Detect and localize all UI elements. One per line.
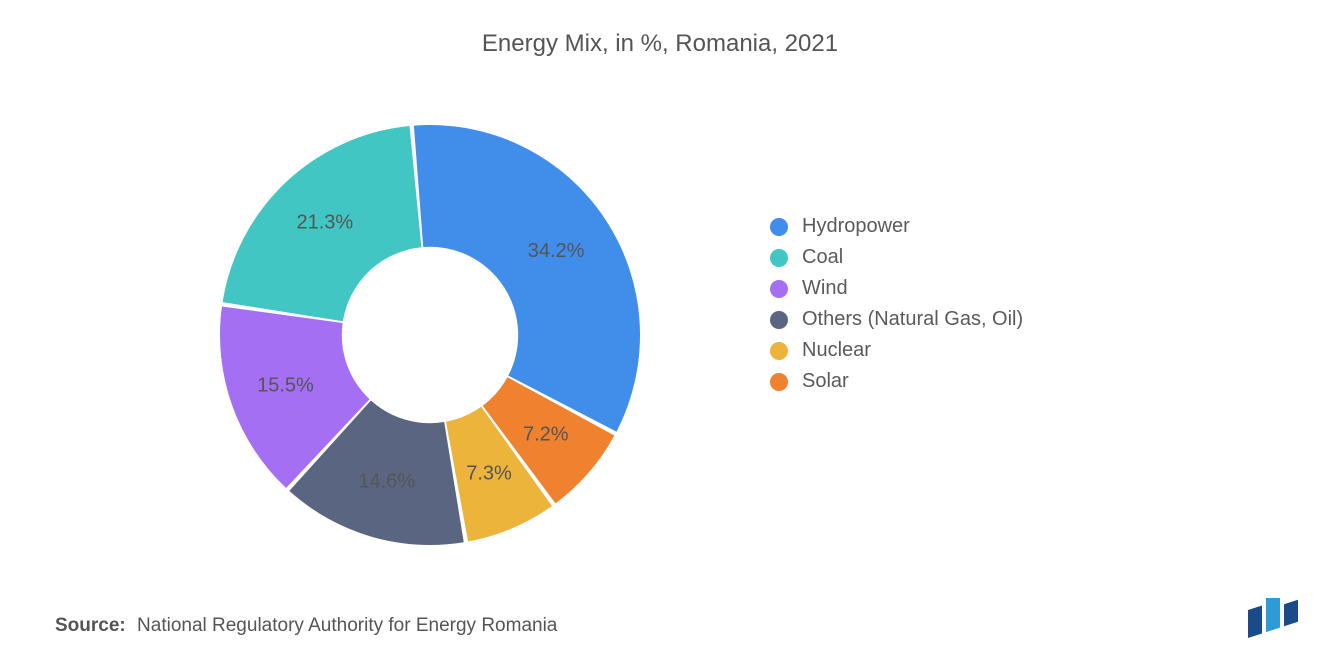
legend-item: Wind bbox=[770, 277, 1023, 300]
slice-label: 15.5% bbox=[257, 374, 314, 396]
legend-marker-icon bbox=[770, 311, 788, 329]
legend-label: Nuclear bbox=[802, 339, 871, 362]
legend-item: Others (Natural Gas, Oil) bbox=[770, 308, 1023, 331]
legend: Hydropower Coal Wind Others (Natural Gas, O… bbox=[770, 215, 1023, 401]
source-label: Source: bbox=[55, 615, 126, 636]
legend-marker-icon bbox=[770, 218, 788, 236]
legend-marker-icon bbox=[770, 342, 788, 360]
legend-label: Coal bbox=[802, 246, 843, 269]
slice-label: 21.3% bbox=[297, 212, 354, 234]
legend-label: Wind bbox=[802, 277, 848, 300]
slice-label: 14.6% bbox=[358, 470, 415, 492]
legend-marker-icon bbox=[770, 373, 788, 391]
legend-marker-icon bbox=[770, 249, 788, 267]
slice-label: 7.2% bbox=[523, 424, 569, 446]
legend-label: Hydropower bbox=[802, 215, 910, 238]
slice-label: 34.2% bbox=[528, 240, 585, 262]
donut-chart: 34.2% 7.2% 7.3% 14.6% 15.5% 21.3% bbox=[200, 105, 660, 565]
source-text: National Regulatory Authority for Energy… bbox=[137, 615, 557, 636]
brand-logo bbox=[1248, 598, 1298, 643]
legend-label: Others (Natural Gas, Oil) bbox=[802, 308, 1023, 331]
legend-item: Coal bbox=[770, 246, 1023, 269]
chart-title: Energy Mix, in %, Romania, 2021 bbox=[0, 30, 1320, 58]
donut-slice bbox=[414, 125, 640, 432]
legend-marker-icon bbox=[770, 280, 788, 298]
legend-label: Solar bbox=[802, 370, 849, 393]
legend-item: Solar bbox=[770, 370, 1023, 393]
legend-item: Hydropower bbox=[770, 215, 1023, 238]
source-line: Source: National Regulatory Authority fo… bbox=[55, 615, 557, 637]
legend-item: Nuclear bbox=[770, 339, 1023, 362]
slice-label: 7.3% bbox=[466, 462, 512, 484]
